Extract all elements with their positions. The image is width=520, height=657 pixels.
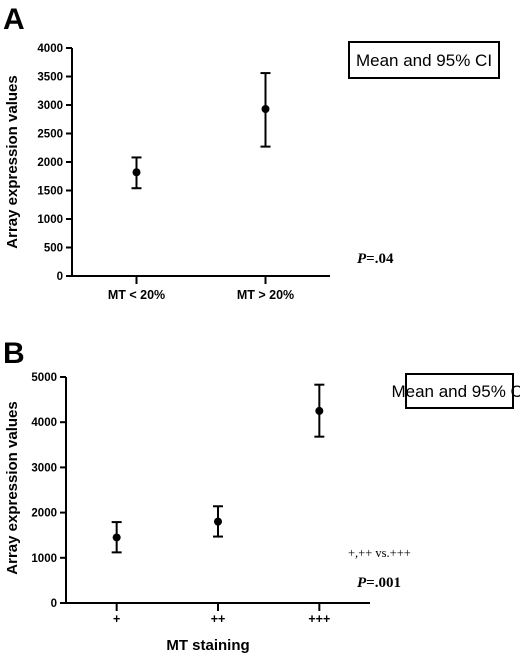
panel-b: B Array expression values MT staining 0 1… [3, 337, 520, 654]
y-tick-label: 1500 [37, 186, 63, 198]
p-symbol: P [357, 575, 367, 591]
mean-point [132, 168, 141, 177]
comparison-annotation: +,++ vs.+++ [348, 546, 411, 560]
mean-point [261, 104, 270, 113]
legend-frame [405, 373, 514, 409]
chart-marks: 0 500 1000 1500 2000 2500 3000 3500 4000 MT < 20%… [37, 43, 330, 302]
y-tick-label: 3500 [37, 72, 63, 84]
y-tick-label: 0 [57, 271, 63, 283]
legend-label: Mean and 95% CI [391, 382, 520, 401]
panel-letter: A [3, 3, 25, 36]
y-axis-title: Array expression values [4, 75, 21, 248]
x-tick-label: +++ [308, 612, 330, 626]
x-tick-label: MT > 20% [237, 288, 294, 302]
legend-box: Mean and 95% CI [391, 373, 520, 409]
mean-point [112, 533, 121, 542]
mean-point [315, 406, 324, 415]
y-tick-label: 4000 [31, 417, 57, 429]
y-tick-label: 2000 [31, 508, 57, 520]
x-axis-title: MT staining [166, 637, 249, 654]
legend-label: Mean and 95% CI [356, 51, 492, 70]
y-tick-label: 3000 [31, 462, 57, 474]
y-axis-title: Array expression values [4, 401, 21, 574]
y-tick-label: 3000 [37, 100, 63, 112]
p-value-annotation: P=.04 [357, 251, 394, 267]
x-tick-label: + [113, 612, 120, 626]
legend-box: Mean and 95% CI [348, 41, 500, 79]
y-tick-label: 4000 [37, 43, 63, 55]
p-value: =.001 [366, 575, 401, 591]
y-tick-label: 500 [44, 243, 63, 255]
y-tick-label: 2500 [37, 129, 63, 141]
mean-point [214, 517, 222, 526]
y-tick-label: 0 [51, 598, 57, 610]
y-tick-label: 5000 [31, 372, 57, 384]
p-value: =.04 [366, 251, 394, 267]
p-value-annotation: P=.001 [357, 575, 401, 591]
y-tick-label: 1000 [31, 553, 57, 565]
p-symbol: P [357, 251, 367, 267]
panel-letter: B [3, 337, 25, 370]
x-tick-label: MT < 20% [108, 288, 165, 302]
y-tick-label: 2000 [37, 157, 63, 169]
panel-a: A Array expression values 0 500 1000 1500 20… [3, 3, 500, 302]
y-tick-label: 1000 [37, 214, 63, 226]
legend-frame [348, 41, 500, 79]
x-tick-label: ++ [211, 612, 226, 626]
